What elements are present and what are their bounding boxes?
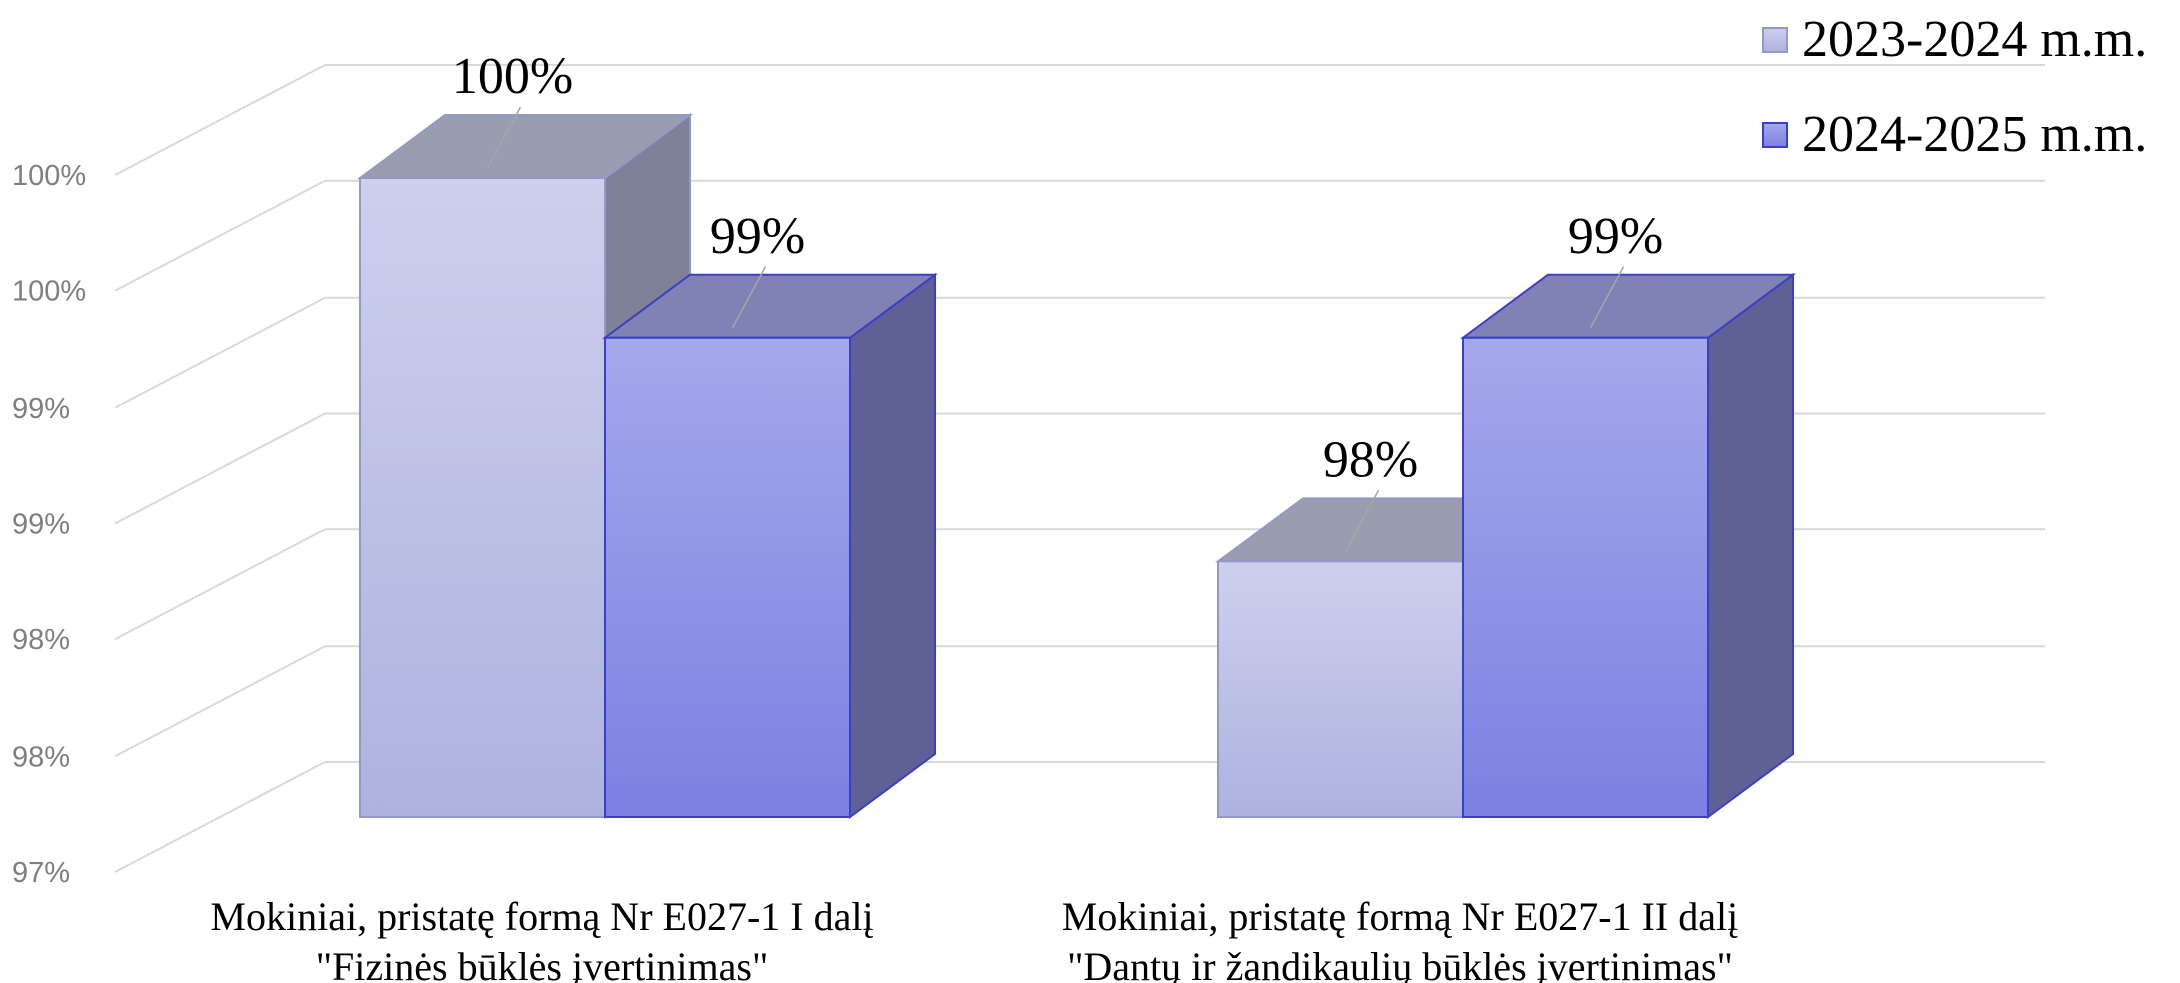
y-tick-label: 99% — [12, 393, 70, 425]
gridline-diagonal — [114, 528, 326, 641]
x-axis: Mokiniai, pristatę formą Nr E027-1 I dal… — [210, 894, 1738, 983]
bar-front — [1217, 560, 1464, 819]
category-label: Mokiniai, pristatę formą Nr E027-1 I dal… — [210, 894, 873, 939]
bar — [1459, 272, 1797, 819]
legend-swatch — [1762, 27, 1788, 53]
bar-side — [1707, 272, 1794, 819]
data-labels: 100% 99% 98% 99% — [452, 48, 1663, 552]
legend-label: 2023-2024 m.m. — [1802, 11, 2147, 68]
category-label: "Dantų ir žandikaulių būklės įvertinimas… — [1067, 944, 1733, 983]
gridline-diagonal — [114, 412, 326, 525]
leader-line — [731, 266, 767, 329]
gridline-diagonal — [114, 64, 326, 176]
bar-side — [849, 272, 936, 819]
legend: 2023-2024 m.m. 2024-2025 m.m. — [1762, 11, 2147, 163]
bar-front — [1462, 336, 1709, 818]
bar-front — [604, 336, 851, 818]
y-tick-label: 98% — [12, 624, 70, 656]
y-tick-label: 98% — [12, 741, 70, 773]
bar — [601, 272, 939, 819]
legend-label: 2024-2025 m.m. — [1802, 106, 2147, 163]
data-label: 99% — [1568, 208, 1663, 265]
data-label: 99% — [710, 208, 805, 265]
data-label: 98% — [1323, 431, 1418, 488]
gridline-diagonal — [114, 179, 326, 292]
y-tick-label: 100% — [12, 160, 86, 192]
data-label: 100% — [452, 48, 573, 105]
gridline-diagonal — [114, 645, 326, 758]
gridline-diagonal — [114, 296, 326, 409]
y-tick-label: 97% — [12, 857, 70, 889]
category-label: Mokiniai, pristatę formą Nr E027-1 II da… — [1062, 894, 1738, 939]
leader-line — [486, 106, 522, 169]
bars — [356, 113, 1797, 819]
category-label: "Fizinės būklės įvertinimas" — [316, 944, 769, 983]
bar-front — [359, 177, 606, 818]
legend-swatch — [1762, 122, 1788, 148]
y-tick-label: 100% — [12, 276, 86, 308]
leader-line — [1589, 266, 1625, 329]
y-axis: 97% 98% 98% 99% 99% 100% 100% — [12, 160, 86, 889]
gridline-diagonal — [114, 761, 326, 873]
y-tick-label: 99% — [12, 509, 70, 541]
leader-line — [1344, 490, 1380, 552]
